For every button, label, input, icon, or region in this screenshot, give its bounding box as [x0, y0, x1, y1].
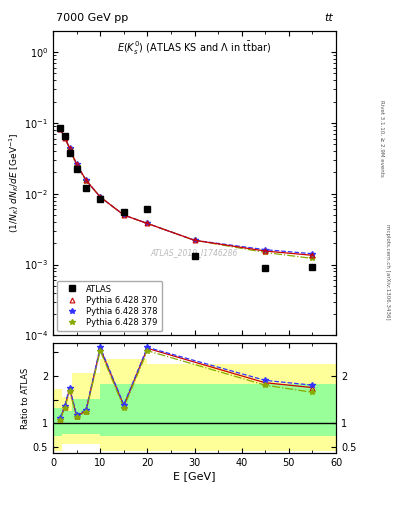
Text: tt: tt: [325, 13, 333, 23]
X-axis label: E [GeV]: E [GeV]: [173, 471, 216, 481]
Line: Pythia 6.428 378: Pythia 6.428 378: [57, 126, 315, 257]
Pythia 6.428 370: [58, 126, 62, 132]
Pythia 6.428 379: [98, 194, 103, 200]
ATLAS: [145, 206, 150, 212]
Pythia 6.428 379: [145, 220, 150, 226]
Pythia 6.428 370: [192, 237, 197, 243]
Text: $E(K_s^0)$ (ATLAS KS and $\Lambda$ in t$\bar{\rm t}$bar): $E(K_s^0)$ (ATLAS KS and $\Lambda$ in t$…: [118, 40, 272, 57]
Pythia 6.428 370: [121, 212, 126, 218]
Pythia 6.428 370: [62, 135, 67, 141]
Pythia 6.428 379: [58, 126, 62, 132]
Pythia 6.428 378: [192, 237, 197, 243]
ATLAS: [121, 209, 126, 215]
Pythia 6.428 379: [62, 135, 67, 141]
Pythia 6.428 379: [192, 237, 197, 243]
Text: 7000 GeV pp: 7000 GeV pp: [56, 13, 128, 23]
Y-axis label: $(1/N_K)\ dN_K/dE\ [\mathrm{GeV}^{-1}]$: $(1/N_K)\ dN_K/dE\ [\mathrm{GeV}^{-1}]$: [7, 133, 21, 233]
Pythia 6.428 378: [67, 145, 72, 151]
Pythia 6.428 370: [98, 194, 103, 200]
ATLAS: [74, 166, 79, 173]
Pythia 6.428 379: [74, 162, 79, 168]
ATLAS: [263, 265, 268, 271]
Pythia 6.428 378: [263, 247, 268, 253]
Text: ATLAS_2019_I1746286: ATLAS_2019_I1746286: [151, 249, 238, 258]
Pythia 6.428 370: [263, 248, 268, 254]
ATLAS: [310, 264, 315, 270]
Line: ATLAS: ATLAS: [57, 125, 315, 271]
Legend: ATLAS, Pythia 6.428 370, Pythia 6.428 378, Pythia 6.428 379: ATLAS, Pythia 6.428 370, Pythia 6.428 37…: [57, 281, 162, 331]
ATLAS: [58, 125, 62, 131]
ATLAS: [67, 150, 72, 156]
Pythia 6.428 370: [310, 252, 315, 259]
Pythia 6.428 378: [62, 135, 67, 141]
Pythia 6.428 379: [67, 146, 72, 152]
ATLAS: [192, 253, 197, 260]
ATLAS: [62, 133, 67, 139]
Pythia 6.428 378: [84, 177, 88, 183]
Line: Pythia 6.428 379: Pythia 6.428 379: [57, 126, 315, 261]
Y-axis label: Ratio to ATLAS: Ratio to ATLAS: [21, 368, 30, 429]
Pythia 6.428 378: [74, 161, 79, 167]
Text: mcplots.cern.ch [arXiv:1306.3436]: mcplots.cern.ch [arXiv:1306.3436]: [385, 224, 390, 319]
Pythia 6.428 378: [98, 194, 103, 200]
Pythia 6.428 378: [121, 212, 126, 218]
Pythia 6.428 379: [84, 178, 88, 184]
ATLAS: [84, 185, 88, 191]
Pythia 6.428 379: [263, 249, 268, 255]
ATLAS: [98, 196, 103, 202]
Pythia 6.428 378: [145, 220, 150, 226]
Pythia 6.428 378: [58, 126, 62, 132]
Line: Pythia 6.428 370: Pythia 6.428 370: [58, 126, 315, 258]
Pythia 6.428 379: [310, 255, 315, 262]
Pythia 6.428 370: [67, 145, 72, 151]
Pythia 6.428 378: [310, 251, 315, 257]
Pythia 6.428 370: [84, 177, 88, 183]
Pythia 6.428 379: [121, 212, 126, 218]
Pythia 6.428 370: [145, 220, 150, 226]
Text: Rivet 3.1.10, ≥ 2.9M events: Rivet 3.1.10, ≥ 2.9M events: [379, 100, 384, 177]
Pythia 6.428 370: [74, 161, 79, 167]
